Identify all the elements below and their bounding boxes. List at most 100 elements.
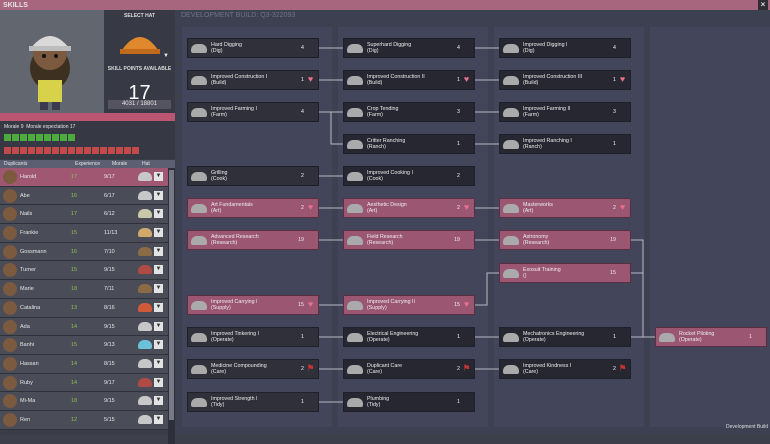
duplicant-row[interactable]: Marie 18 7/11 ▼ [0, 280, 175, 299]
duplicant-row[interactable]: Catalina 13 8/16 ▼ [0, 298, 175, 318]
skill-node[interactable]: Improved Construction I (Build) 1 ♥ [187, 70, 319, 90]
skill-category: (Tidy) [211, 402, 225, 408]
skill-node[interactable]: Rocket Piloting (Operate) 1 [655, 327, 767, 347]
skill-node[interactable]: Improved Kindness I (Care) 2 ⚑ [499, 359, 631, 379]
skill-hat-icon [503, 269, 519, 278]
skill-node[interactable]: Crop Tending (Farm) 3 [343, 102, 475, 122]
morale-square [4, 134, 11, 141]
list-scrollbar[interactable] [168, 168, 175, 444]
skill-node[interactable]: Improved Farming I (Farm) 4 [187, 102, 319, 122]
duplicant-row[interactable]: Ruby 14 9/17 ▼ [0, 373, 175, 393]
hat-dropdown-button[interactable]: ▼ [154, 172, 163, 181]
skill-category: (Operate) [679, 337, 702, 343]
skill-node[interactable]: Improved Digging I (Dig) 4 [499, 38, 631, 58]
skill-node[interactable]: Exosuit Training() 15 [499, 263, 631, 283]
hat-dropdown-button[interactable]: ▼ [154, 340, 163, 350]
skill-node[interactable]: Improved Cooking I (Cook) 2 [343, 166, 475, 186]
close-button[interactable]: × [758, 0, 768, 10]
skill-hat-icon [191, 236, 207, 245]
skill-hat-icon [191, 76, 207, 85]
hat-dropdown-button[interactable]: ▼ [154, 246, 163, 256]
morale-heart-icon: ♥ [619, 202, 626, 212]
skill-node[interactable]: Improved Construction III (Build) 1 ♥ [499, 70, 631, 90]
skill-node[interactable]: Improved Farming II (Farm) 3 [499, 102, 631, 122]
hat-dropdown-button[interactable]: ▼ [154, 358, 163, 368]
col-hat[interactable]: Hat [142, 161, 150, 167]
duplicant-row[interactable]: Ada 14 9/15 ▼ [0, 317, 175, 337]
skill-hat-icon [347, 108, 363, 117]
duplicant-morale: 9/15 [104, 323, 115, 330]
skill-hat-icon [347, 204, 363, 213]
hat-dropdown-button[interactable]: ▼ [154, 414, 163, 424]
skill-owner-count: 1 [613, 334, 616, 340]
skill-node[interactable]: Improved Strength I (Tidy) 1 [187, 392, 319, 412]
skill-hat-icon [347, 76, 363, 85]
experience-value: 4031 / 18801 [108, 100, 171, 109]
skill-node[interactable]: Improved Carrying II (Supply) 15 ♥ [343, 295, 475, 315]
duplicant-row[interactable]: Mi-Ma 18 9/15 ▼ [0, 392, 175, 411]
morale-squares [4, 134, 139, 141]
hat-dropdown-button[interactable]: ▼ [154, 228, 163, 238]
duplicant-row[interactable]: Hassan 14 8/15 ▼ [0, 354, 175, 374]
skill-node[interactable]: Duplicant Care (Care) 2 ⚑ [343, 359, 475, 379]
duplicant-row[interactable]: Abe 16 6/17 ▼ [0, 186, 175, 206]
skill-node[interactable]: Improved Construction II (Build) 1 ♥ [343, 70, 475, 90]
skill-node[interactable]: Improved Tinkering I (Operate) 1 [187, 327, 319, 347]
morale-expectation-value: 17 [69, 124, 76, 130]
hat-dropdown-button[interactable]: ▼ [154, 302, 163, 312]
skill-node[interactable]: Hard Digging (Dig) 4 [187, 38, 319, 58]
skill-node[interactable]: Field Research (Research) 19 [343, 230, 475, 250]
skill-node[interactable]: Improved Carrying I (Supply) 15 ♥ [187, 295, 319, 315]
morale-square [20, 134, 27, 141]
skill-node[interactable]: Advanced Research (Research) 19 [187, 230, 319, 250]
duplicant-row[interactable]: Ren 12 5/15 ▼ [0, 410, 175, 430]
skill-hat-icon [191, 333, 207, 342]
skill-owner-count: 1 [301, 334, 304, 340]
skill-hat-icon [503, 333, 519, 342]
duplicant-row[interactable]: Harold 17 9/17 ▼ [0, 168, 175, 187]
hat-dropdown-button[interactable]: ▼ [154, 209, 163, 219]
skill-hat-icon [503, 108, 519, 117]
hat-icon [138, 377, 152, 387]
hat-dropdown-icon[interactable]: ▼ [163, 53, 169, 59]
duplicant-row[interactable]: Nails 17 6/12 ▼ [0, 205, 175, 225]
scrollbar-thumb[interactable] [169, 170, 174, 420]
hat-dropdown-button[interactable]: ▼ [154, 377, 163, 387]
col-duplicants[interactable]: Duplicants [4, 161, 28, 167]
skill-node[interactable]: Astronomy (Research) 19 [499, 230, 631, 250]
skill-node[interactable]: Improved Ranching I (Ranch) 1 [499, 134, 631, 154]
skill-node[interactable]: Aesthetic Design (Art) 2 ♥ [343, 198, 475, 218]
col-experience[interactable]: Experience [75, 161, 101, 167]
duplicant-morale: 6/12 [104, 211, 115, 218]
duplicant-row[interactable]: Frankie 15 11/13 ▼ [0, 224, 175, 243]
skill-category: (Dig) [211, 48, 223, 54]
hat-dropdown-button[interactable]: ▼ [154, 284, 163, 294]
skill-category: (Art) [523, 208, 534, 214]
duplicant-row[interactable]: Banhi 15 9/13 ▼ [0, 336, 175, 355]
skill-node[interactable]: Superhard Digging (Dig) 4 [343, 38, 475, 58]
duplicant-row[interactable]: Turner 15 9/15 ▼ [0, 261, 175, 281]
skill-node[interactable]: Electrical Engineering (Operate) 1 [343, 327, 475, 347]
skill-hat-icon [347, 172, 363, 181]
skill-category: (Research) [367, 240, 394, 246]
skill-hat-icon [503, 236, 519, 245]
hat-dropdown-button[interactable]: ▼ [154, 265, 163, 275]
skill-node[interactable]: Plumbing (Tidy) 1 [343, 392, 475, 412]
skill-node[interactable]: Art Fundamentals (Art) 2 ♥ [187, 198, 319, 218]
skill-node[interactable]: Masterworks (Art) 2 ♥ [499, 198, 631, 218]
skill-points-value: 17 [128, 82, 151, 104]
col-morale[interactable]: Morale [112, 161, 128, 167]
hat-dropdown-button[interactable]: ▼ [154, 321, 163, 331]
skill-node[interactable]: Mechatronics Engineering (Operate) 1 [499, 327, 631, 347]
skill-category: (Supply) [211, 305, 231, 311]
duplicant-row[interactable]: Gossmann 16 7/10 ▼ [0, 242, 175, 262]
skill-node[interactable]: Critter Ranching (Ranch) 1 [343, 134, 475, 154]
skill-node[interactable]: Grilling (Cook) 2 [187, 166, 319, 186]
skill-owner-count: 15 [454, 302, 460, 308]
hat-dropdown-button[interactable]: ▼ [154, 190, 163, 200]
skill-category: (Farm) [211, 112, 227, 118]
hat-dropdown-button[interactable]: ▼ [154, 396, 163, 406]
skill-node[interactable]: Medicine Compounding (Care) 2 ⚑ [187, 359, 319, 379]
skill-owner-count: 1 [613, 77, 616, 83]
hard-hat-icon[interactable] [118, 24, 162, 60]
